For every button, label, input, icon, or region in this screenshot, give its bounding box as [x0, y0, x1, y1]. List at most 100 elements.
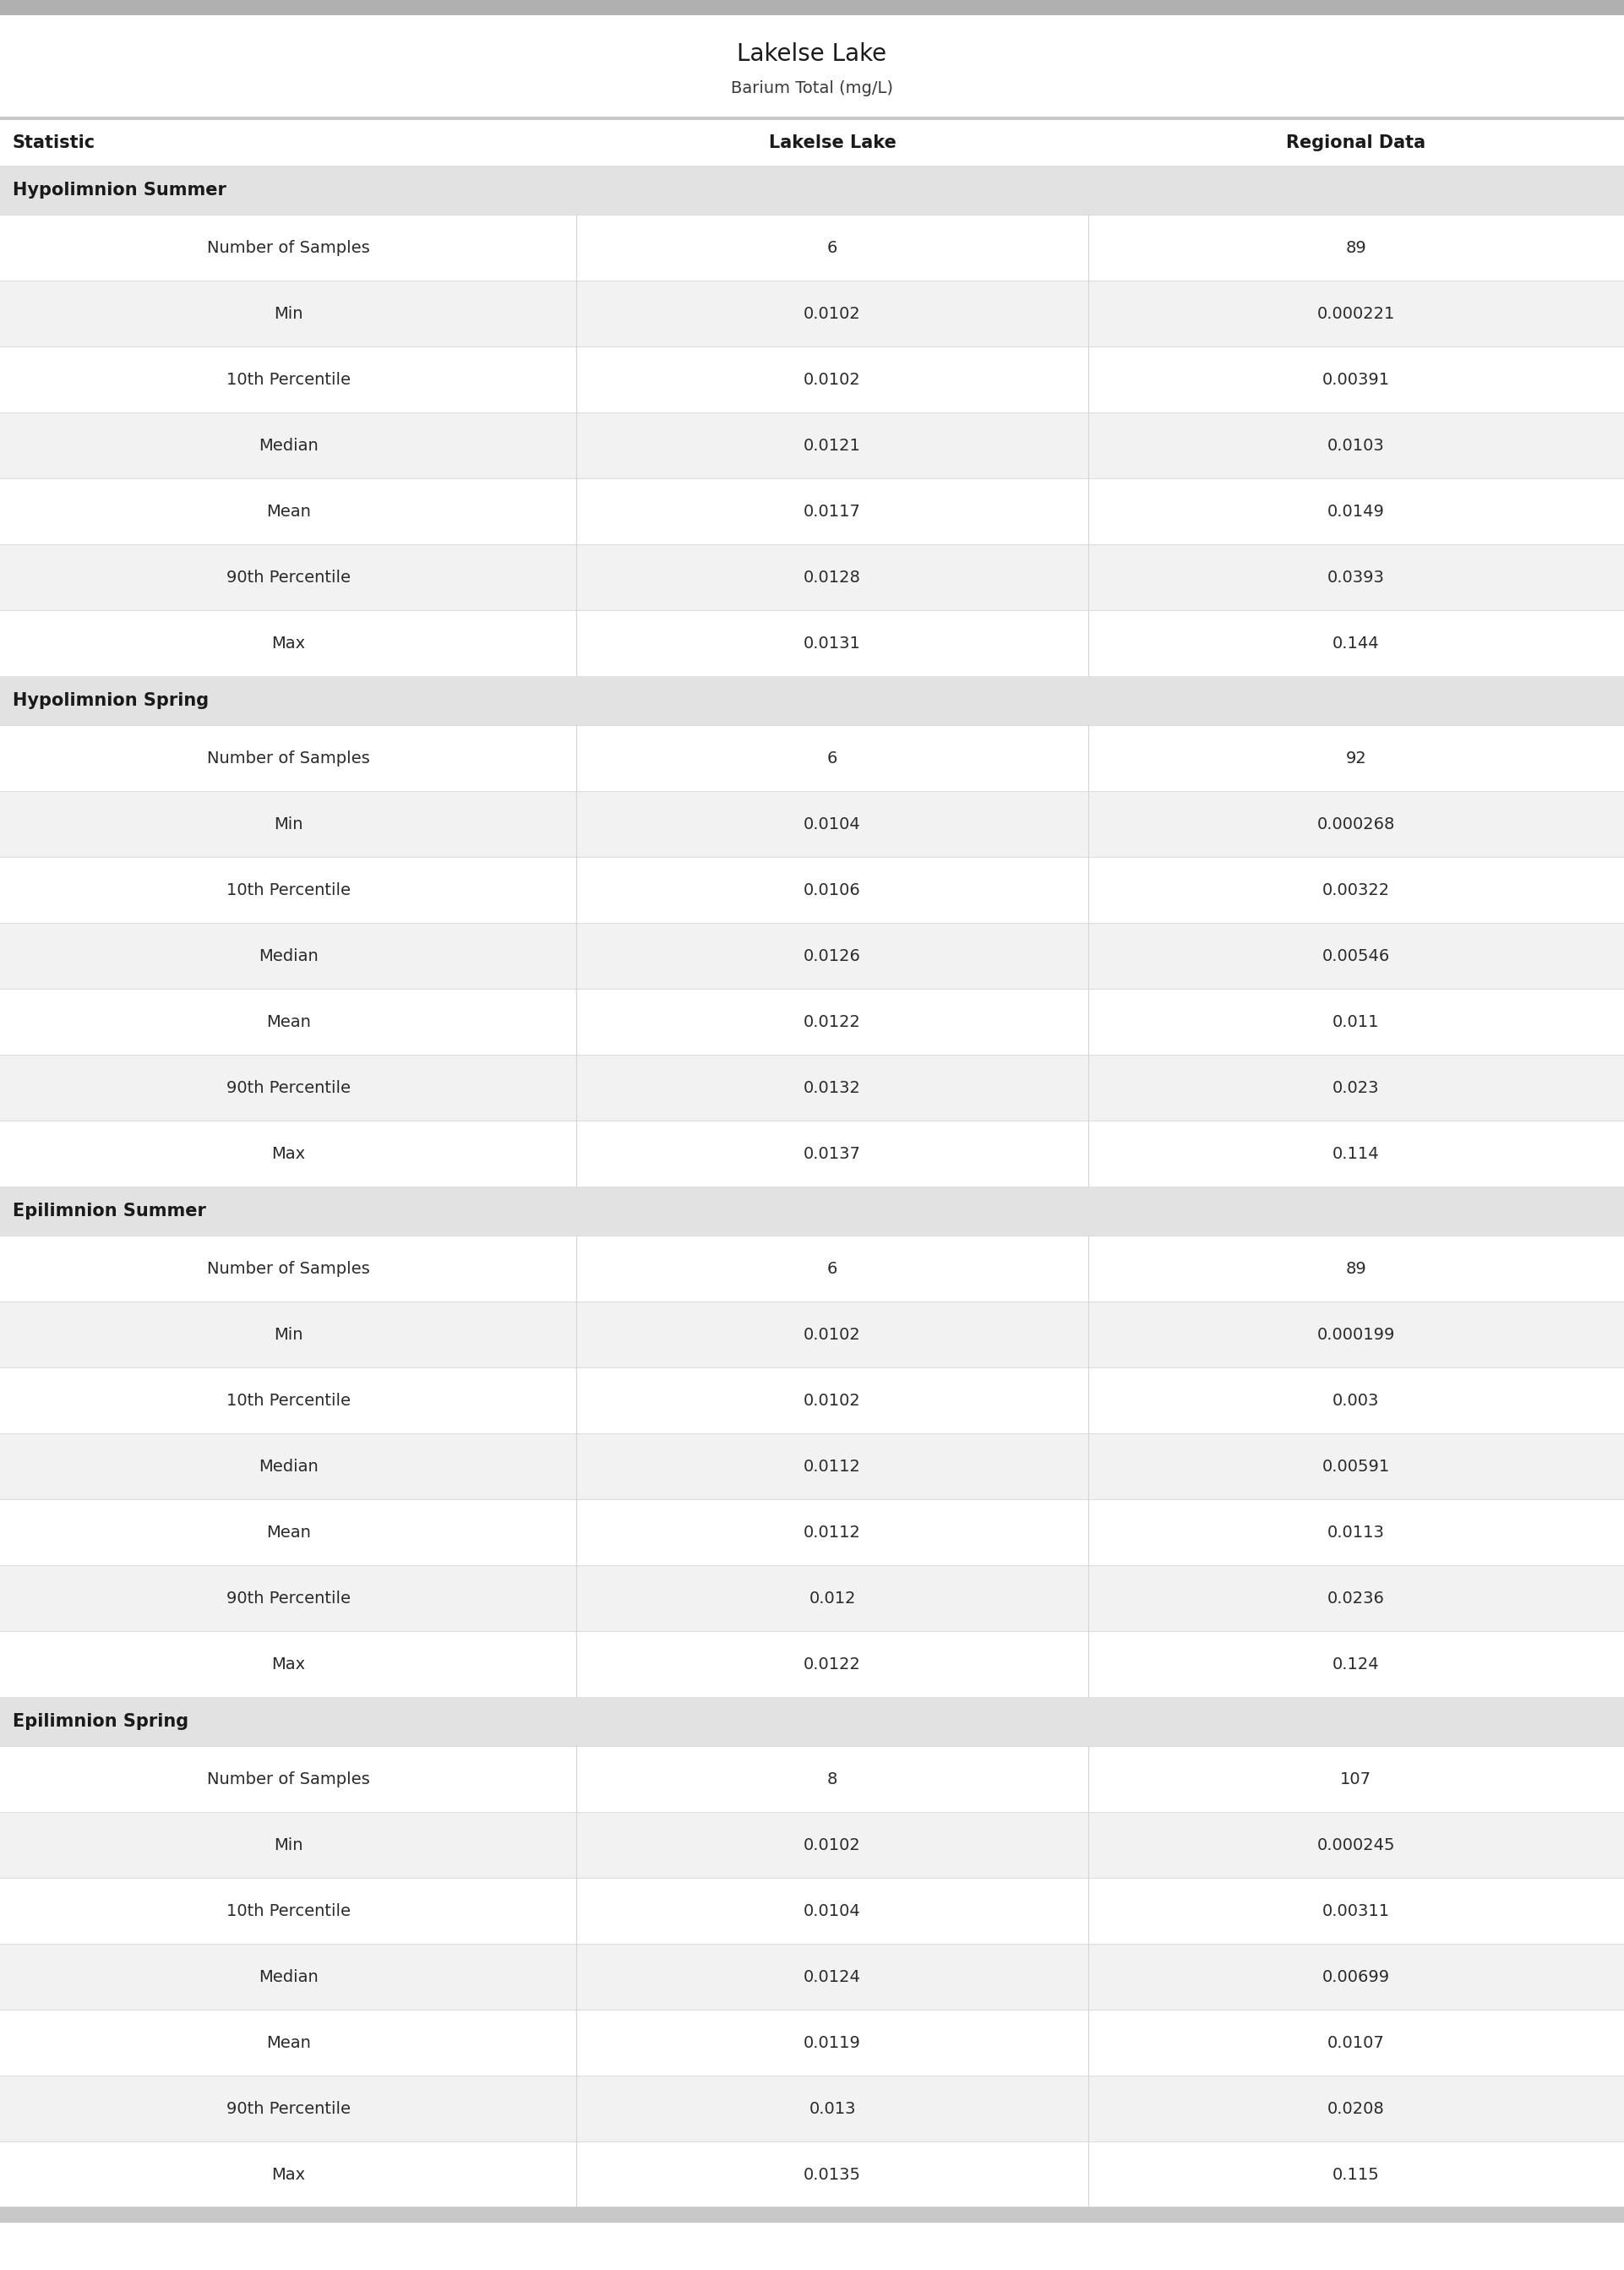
Text: 0.023: 0.023 — [1333, 1081, 1379, 1096]
Text: 0.0132: 0.0132 — [804, 1081, 861, 1096]
Bar — [0, 1056, 1624, 1121]
Text: 0.00591: 0.00591 — [1322, 1457, 1390, 1473]
Text: 0.0113: 0.0113 — [1327, 1523, 1385, 1541]
Text: 10th Percentile: 10th Percentile — [226, 1392, 351, 1407]
Bar — [0, 2075, 1624, 2141]
Bar — [0, 216, 1624, 281]
Bar — [0, 924, 1624, 990]
Text: Median: Median — [258, 1457, 318, 1473]
Text: Mean: Mean — [266, 1523, 310, 1541]
Text: 0.0117: 0.0117 — [804, 504, 861, 520]
Text: Median: Median — [258, 949, 318, 965]
Bar — [0, 1877, 1624, 1943]
Text: Hypolimnion Spring: Hypolimnion Spring — [13, 692, 209, 708]
Text: 90th Percentile: 90th Percentile — [226, 2100, 351, 2116]
Text: 0.0122: 0.0122 — [804, 1015, 861, 1031]
Bar — [0, 1811, 1624, 1877]
Text: 0.000268: 0.000268 — [1317, 815, 1395, 833]
Bar — [0, 1187, 1624, 1235]
Text: 0.0124: 0.0124 — [804, 1968, 861, 1984]
Text: 0.00699: 0.00699 — [1322, 1968, 1390, 1984]
Bar — [0, 1943, 1624, 2009]
Bar — [0, 1698, 1624, 1746]
Bar — [0, 1367, 1624, 1432]
Text: Median: Median — [258, 1968, 318, 1984]
Bar — [0, 347, 1624, 413]
Text: 8: 8 — [827, 1771, 838, 1786]
Text: Epilimnion Summer: Epilimnion Summer — [13, 1203, 206, 1219]
Text: Barium Total (mg/L): Barium Total (mg/L) — [731, 79, 893, 95]
Text: Number of Samples: Number of Samples — [206, 749, 370, 765]
Text: Mean: Mean — [266, 504, 310, 520]
Bar — [0, 858, 1624, 924]
Text: 0.144: 0.144 — [1333, 636, 1379, 651]
Text: Number of Samples: Number of Samples — [206, 1771, 370, 1786]
Bar — [0, 0, 1624, 16]
Text: Mean: Mean — [266, 2034, 310, 2050]
Text: Hypolimnion Summer: Hypolimnion Summer — [13, 182, 226, 197]
Text: 0.0236: 0.0236 — [1327, 1589, 1385, 1607]
Bar — [0, 2206, 1624, 2222]
Text: 90th Percentile: 90th Percentile — [226, 1589, 351, 1607]
Text: Min: Min — [274, 815, 302, 833]
Text: 89: 89 — [1346, 241, 1366, 257]
Bar — [0, 1301, 1624, 1367]
Text: 0.0131: 0.0131 — [804, 636, 861, 651]
Bar — [0, 1121, 1624, 1187]
Text: 0.0393: 0.0393 — [1327, 570, 1385, 586]
Bar — [0, 1746, 1624, 1811]
Bar — [0, 16, 1624, 116]
Text: 10th Percentile: 10th Percentile — [226, 1902, 351, 1918]
Bar — [0, 1498, 1624, 1566]
Bar — [0, 2141, 1624, 2206]
Text: Number of Samples: Number of Samples — [206, 241, 370, 257]
Text: 89: 89 — [1346, 1260, 1366, 1276]
Text: 0.0149: 0.0149 — [1327, 504, 1385, 520]
Text: 107: 107 — [1340, 1771, 1372, 1786]
Text: 10th Percentile: 10th Percentile — [226, 372, 351, 388]
Text: 0.00322: 0.00322 — [1322, 881, 1390, 899]
Text: 0.0107: 0.0107 — [1327, 2034, 1385, 2050]
Text: 0.00311: 0.00311 — [1322, 1902, 1390, 1918]
Text: Max: Max — [271, 1146, 305, 1162]
Text: 0.0128: 0.0128 — [804, 570, 861, 586]
Text: 90th Percentile: 90th Percentile — [226, 570, 351, 586]
Text: Statistic: Statistic — [13, 134, 96, 152]
Text: Max: Max — [271, 2166, 305, 2181]
Text: Epilimnion Spring: Epilimnion Spring — [13, 1714, 188, 1730]
Text: 0.0102: 0.0102 — [804, 372, 861, 388]
Text: 0.0102: 0.0102 — [804, 1392, 861, 1407]
Bar — [0, 545, 1624, 611]
Text: 0.0102: 0.0102 — [804, 306, 861, 322]
Text: Min: Min — [274, 306, 302, 322]
Bar — [0, 479, 1624, 545]
Text: 0.013: 0.013 — [809, 2100, 856, 2116]
Bar — [0, 1432, 1624, 1498]
Text: Mean: Mean — [266, 1015, 310, 1031]
Bar — [0, 413, 1624, 479]
Bar — [0, 281, 1624, 347]
Text: 6: 6 — [827, 749, 838, 765]
Text: Min: Min — [274, 1836, 302, 1852]
Text: 0.0122: 0.0122 — [804, 1657, 861, 1673]
Text: 0.0106: 0.0106 — [804, 881, 861, 899]
Text: Median: Median — [258, 438, 318, 454]
Text: 6: 6 — [827, 241, 838, 257]
Text: 92: 92 — [1346, 749, 1366, 765]
Text: 0.0102: 0.0102 — [804, 1326, 861, 1342]
Text: 0.0135: 0.0135 — [804, 2166, 861, 2181]
Bar — [0, 166, 1624, 216]
Text: 0.0112: 0.0112 — [804, 1457, 861, 1473]
Text: 0.012: 0.012 — [809, 1589, 856, 1607]
Text: Lakelse Lake: Lakelse Lake — [768, 134, 896, 152]
Bar — [0, 2009, 1624, 2075]
Text: 0.124: 0.124 — [1333, 1657, 1379, 1673]
Text: 0.0104: 0.0104 — [804, 1902, 861, 1918]
Text: 0.0119: 0.0119 — [804, 2034, 861, 2050]
Bar — [0, 120, 1624, 166]
Text: 10th Percentile: 10th Percentile — [226, 881, 351, 899]
Bar — [0, 724, 1624, 790]
Text: Lakelse Lake: Lakelse Lake — [737, 41, 887, 66]
Text: Regional Data: Regional Data — [1286, 134, 1426, 152]
Bar — [0, 790, 1624, 858]
